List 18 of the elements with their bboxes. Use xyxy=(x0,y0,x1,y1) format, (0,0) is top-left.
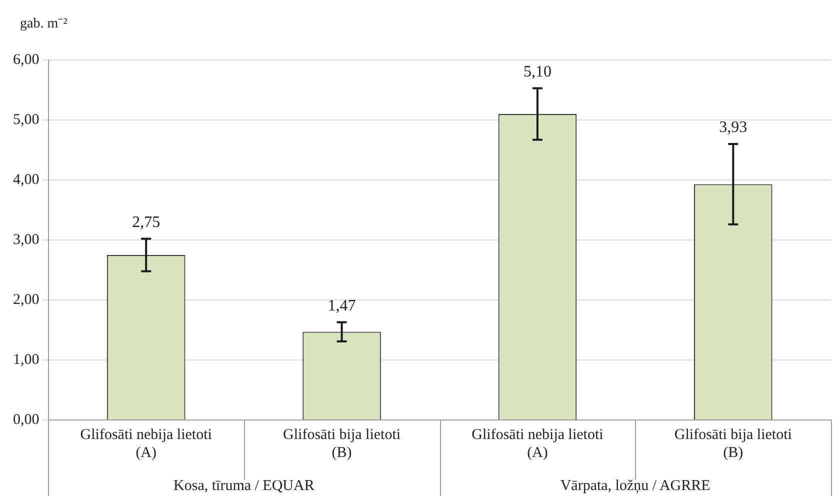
x-tick-label: Glifosāti nebija lietoti (A) xyxy=(80,426,212,461)
text: Kosa, tīruma / EQUAR xyxy=(174,478,314,494)
data-label: 5,10 xyxy=(523,63,552,80)
y-tick-label: 6,00 xyxy=(13,52,40,68)
data-label: 2,75 xyxy=(132,214,160,232)
y-tick-label: 0,00 xyxy=(13,412,40,428)
y-tick-label: 3,00 xyxy=(13,232,40,248)
y-tick-label: 2,00 xyxy=(13,292,40,308)
x-tick-label: Glifosāti nebija lietoti (A) xyxy=(472,426,604,461)
data-label: 1,47 xyxy=(328,297,356,314)
data-label: 3,93 xyxy=(719,119,748,136)
x-tick-label: Glifosāti bija lietoti (B) xyxy=(283,426,401,461)
y-tick-label: 4,00 xyxy=(13,172,40,188)
text: Vārpata, ložņu / AGRRE xyxy=(560,478,710,494)
y-axis-title: gab. m⁻² xyxy=(20,16,68,32)
y-tick-label: 5,00 xyxy=(13,112,40,128)
x-tick-label: Glifosāti bija lietoti (B) xyxy=(674,426,792,461)
y-tick-label: 1,00 xyxy=(13,352,40,368)
